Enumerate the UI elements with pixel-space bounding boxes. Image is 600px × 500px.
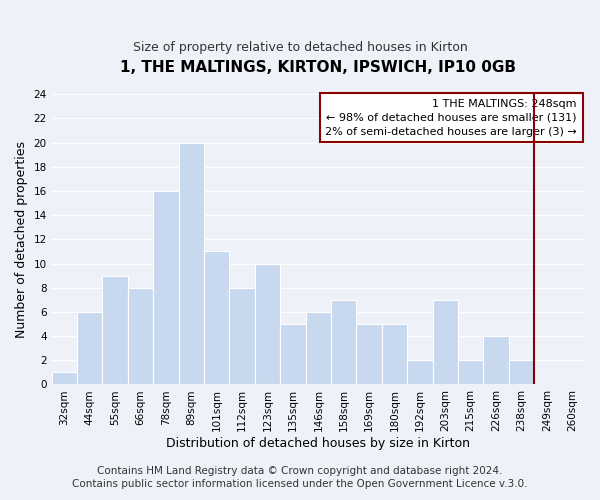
Title: 1, THE MALTINGS, KIRTON, IPSWICH, IP10 0GB: 1, THE MALTINGS, KIRTON, IPSWICH, IP10 0… — [121, 60, 517, 75]
Bar — [103, 276, 128, 384]
Bar — [128, 288, 153, 384]
Bar — [331, 300, 356, 384]
Bar — [280, 324, 305, 384]
Bar — [179, 142, 204, 384]
Bar — [229, 288, 255, 384]
Text: 1 THE MALTINGS: 248sqm
← 98% of detached houses are smaller (131)
2% of semi-det: 1 THE MALTINGS: 248sqm ← 98% of detached… — [325, 98, 577, 136]
Bar — [255, 264, 280, 384]
Bar — [356, 324, 382, 384]
Bar — [204, 252, 229, 384]
Bar — [484, 336, 509, 384]
Text: Contains HM Land Registry data © Crown copyright and database right 2024.
Contai: Contains HM Land Registry data © Crown c… — [72, 466, 528, 489]
Bar — [305, 312, 331, 384]
Bar — [407, 360, 433, 384]
Bar — [77, 312, 103, 384]
Text: Size of property relative to detached houses in Kirton: Size of property relative to detached ho… — [133, 41, 467, 54]
Bar — [153, 191, 179, 384]
Bar — [433, 300, 458, 384]
Bar — [382, 324, 407, 384]
X-axis label: Distribution of detached houses by size in Kirton: Distribution of detached houses by size … — [166, 437, 470, 450]
Bar — [52, 372, 77, 384]
Bar — [509, 360, 534, 384]
Bar — [458, 360, 484, 384]
Y-axis label: Number of detached properties: Number of detached properties — [15, 141, 28, 338]
